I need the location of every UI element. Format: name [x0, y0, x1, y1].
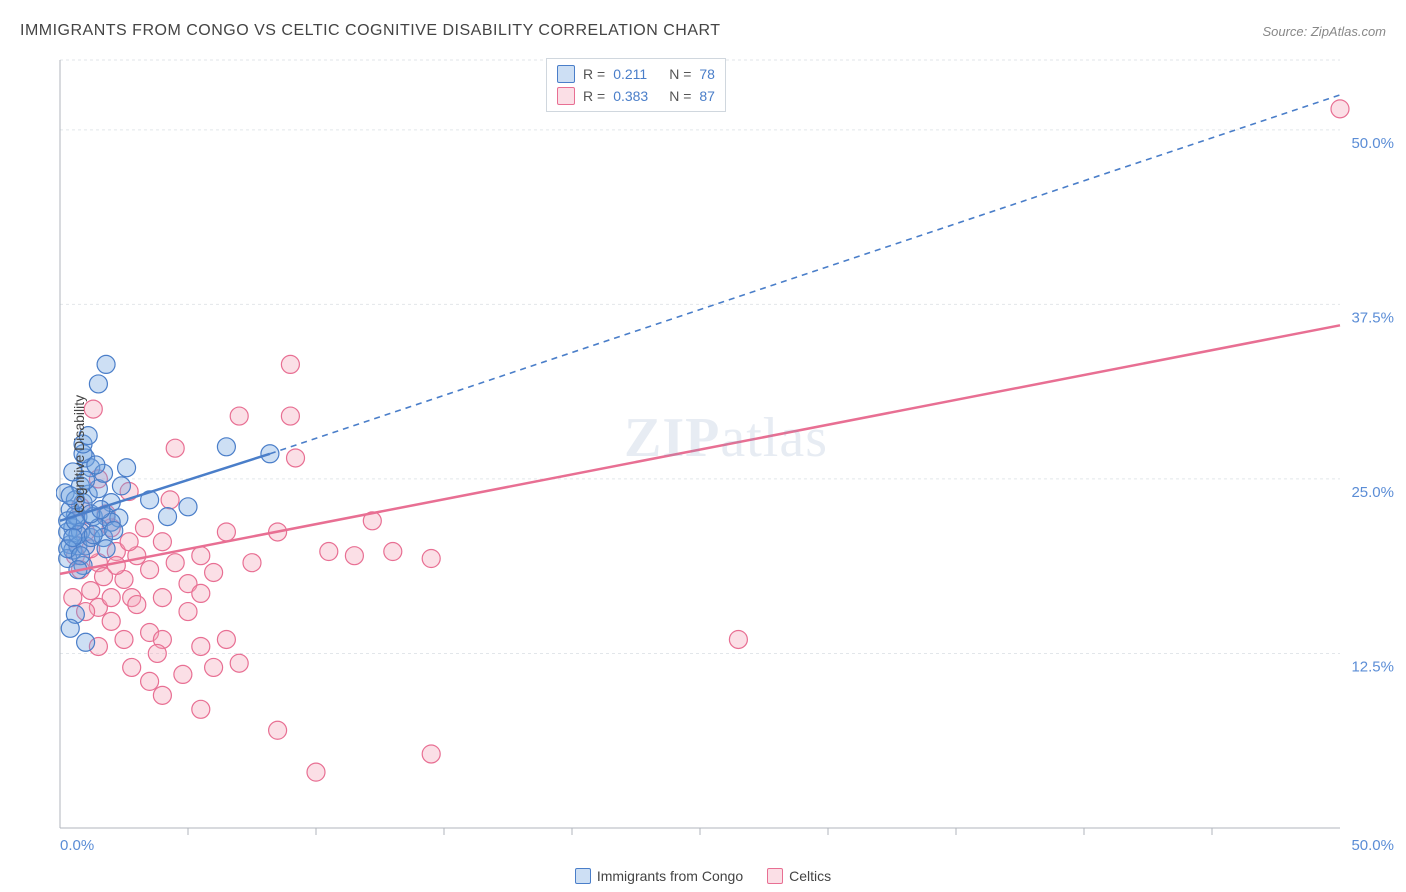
svg-text:50.0%: 50.0%	[1351, 135, 1394, 152]
bottom-legend: Immigrants from Congo Celtics	[0, 868, 1406, 884]
scatter-chart: 12.5% 25.0% 37.5% 50.0% 0.0% 50.0%	[56, 56, 1396, 852]
source-label: Source: ZipAtlas.com	[1262, 24, 1386, 39]
svg-text:37.5%: 37.5%	[1351, 309, 1394, 326]
svg-text:50.0%: 50.0%	[1351, 837, 1394, 852]
legend-label-b: Celtics	[789, 868, 831, 884]
legend-swatch-b	[767, 868, 783, 884]
chart-title: IMMIGRANTS FROM CONGO VS CELTIC COGNITIV…	[20, 22, 721, 40]
stats-swatch-a	[557, 65, 575, 83]
svg-text:0.0%: 0.0%	[60, 837, 94, 852]
svg-text:25.0%: 25.0%	[1351, 484, 1394, 501]
stats-box: R = 0.211 N = 78 R = 0.383 N = 87	[546, 58, 726, 112]
legend-swatch-a	[575, 868, 591, 884]
stats-swatch-b	[557, 87, 575, 105]
y-axis-label: Cognitive Disability	[71, 395, 87, 513]
legend-label-a: Immigrants from Congo	[597, 868, 743, 884]
svg-text:12.5%: 12.5%	[1351, 658, 1394, 675]
